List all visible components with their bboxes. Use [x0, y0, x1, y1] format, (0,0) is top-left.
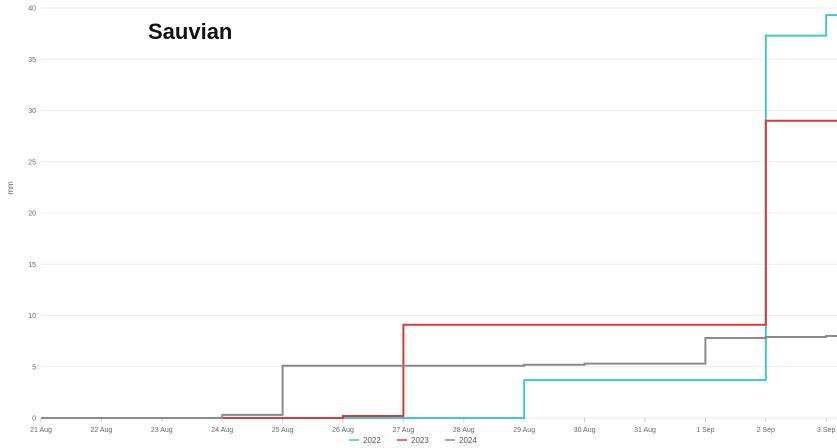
legend-label-2024: 2024 — [459, 436, 477, 445]
y-tick-label: 0 — [32, 416, 36, 423]
series-line-2023 — [41, 119, 837, 419]
series-lines — [41, 14, 837, 419]
x-tick-label: 30 Aug — [574, 427, 596, 434]
x-tick-label: 25 Aug — [272, 427, 294, 434]
x-tick-label: 1 Sep — [696, 427, 714, 434]
y-tick-label: 5 — [32, 364, 36, 371]
x-tick-label: 3 Sep — [817, 427, 835, 434]
series-line-2024 — [41, 335, 837, 419]
grid-lines — [41, 7, 837, 419]
legend-label-2023: 2023 — [411, 436, 429, 445]
y-tick-label: 10 — [28, 313, 36, 320]
x-tick-labels: 21 Aug 22 Aug 23 Aug 24 Aug 25 Aug 26 Aug 27 A… — [30, 418, 835, 434]
y-tick-label: 25 — [28, 159, 36, 166]
x-tick-label: 23 Aug — [151, 427, 173, 434]
y-tick-label: 35 — [28, 57, 36, 64]
x-tick-label: 21 Aug — [30, 427, 52, 434]
x-tick-label: 22 Aug — [90, 427, 112, 434]
y-tick-label: 40 — [28, 6, 36, 13]
y-tick-labels: 0 5 10 15 20 25 30 35 40 — [28, 6, 36, 423]
x-tick-label: 28 Aug — [453, 427, 475, 434]
chart-title: Sauvian — [148, 19, 232, 44]
legend: 2022 2023 2024 — [349, 436, 477, 445]
y-tick-label: 20 — [28, 211, 36, 218]
x-tick-label: 27 Aug — [392, 427, 414, 434]
y-axis-label: mm — [6, 181, 15, 195]
series-line-2022 — [41, 14, 837, 419]
x-tick-label: 29 Aug — [513, 427, 535, 434]
y-tick-label: 30 — [28, 108, 36, 115]
y-tick-label: 15 — [28, 262, 36, 269]
legend-label-2022: 2022 — [363, 436, 381, 445]
x-tick-label: 26 Aug — [332, 427, 354, 434]
x-tick-label: 24 Aug — [211, 427, 233, 434]
x-tick-label: 31 Aug — [634, 427, 656, 434]
x-tick-label: 2 Sep — [757, 427, 775, 434]
